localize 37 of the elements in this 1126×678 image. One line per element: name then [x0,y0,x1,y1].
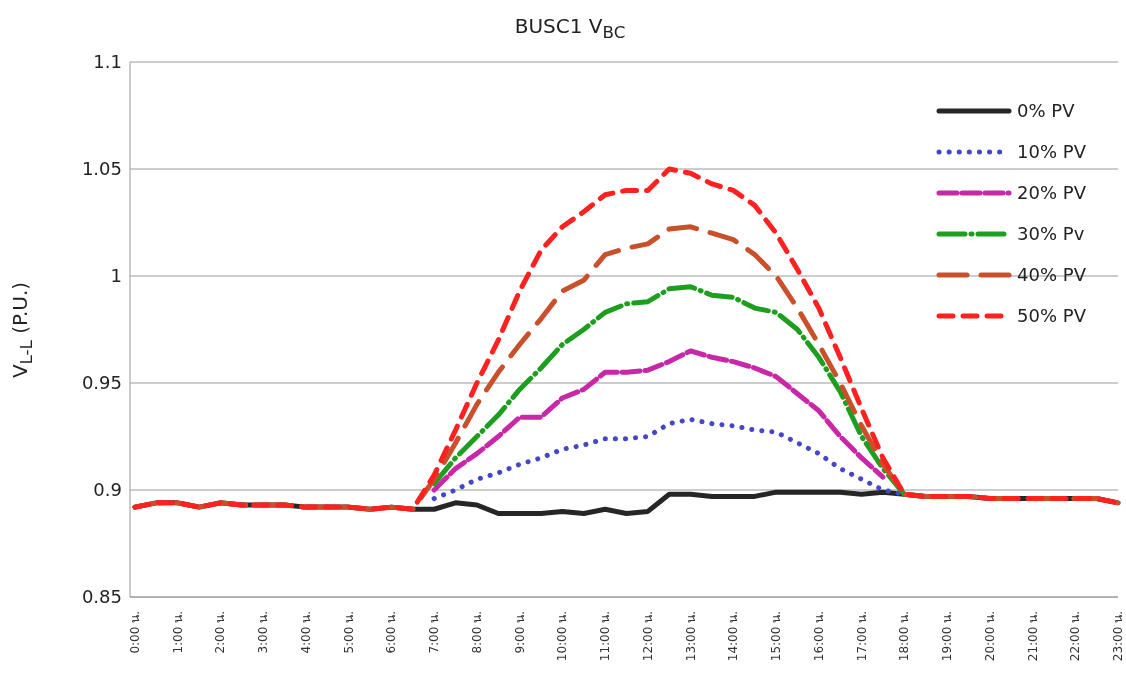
x-tick-label: 11:00 น. [598,611,613,662]
x-tick-label: 20:00 น. [982,611,997,662]
legend-label: 0% PV [1017,100,1075,121]
x-tick-label: 5:00 น. [341,611,356,654]
x-tick-label: 6:00 น. [384,611,399,654]
x-tick-label: 21:00 น. [1025,611,1040,662]
x-tick-label: 15:00 น. [769,611,784,662]
legend-label: 40% PV [1017,264,1086,285]
x-tick-label: 1:00 น. [170,611,185,654]
legend-label: 20% PV [1017,182,1086,203]
legend-label: 10% PV [1017,141,1086,162]
legend-label: 30% Pv [1017,223,1085,244]
y-tick-label: 1.05 [81,158,122,180]
y-tick-label: 1.1 [93,51,122,73]
x-tick-label: 16:00 น. [811,611,826,662]
x-tick-label: 12:00 น. [640,611,655,662]
y-tick-label: 0.95 [81,372,122,394]
y-tick-label: 1 [110,265,122,287]
x-tick-label: 0:00 น. [128,611,142,654]
x-tick-label: 17:00 น. [854,611,869,662]
x-tick-label: 8:00 น. [469,611,484,654]
x-tick-label: 7:00 น. [427,611,442,654]
x-tick-label: 23:00 น. [1111,611,1125,662]
x-tick-label: 3:00 น. [256,611,271,654]
x-tick-label: 13:00 น. [683,611,698,662]
chart-title: BUSC1 V$_{BC}$ [513,14,627,42]
x-tick-label: 18:00 น. [897,611,912,662]
x-tick-label: 10:00 น. [555,611,570,662]
y-tick-label: 0.9 [93,479,122,501]
x-tick-label: 22:00 น. [1068,611,1083,662]
x-tick-label: 9:00 น. [512,611,527,654]
x-tick-label: 14:00 น. [726,611,741,662]
legend-label: 50% PV [1017,305,1086,326]
x-tick-label: 19:00 น. [940,611,955,662]
x-tick-label: 2:00 น. [213,611,228,654]
y-tick-label: 0.85 [81,586,122,608]
x-tick-label: 4:00 น. [298,611,313,654]
